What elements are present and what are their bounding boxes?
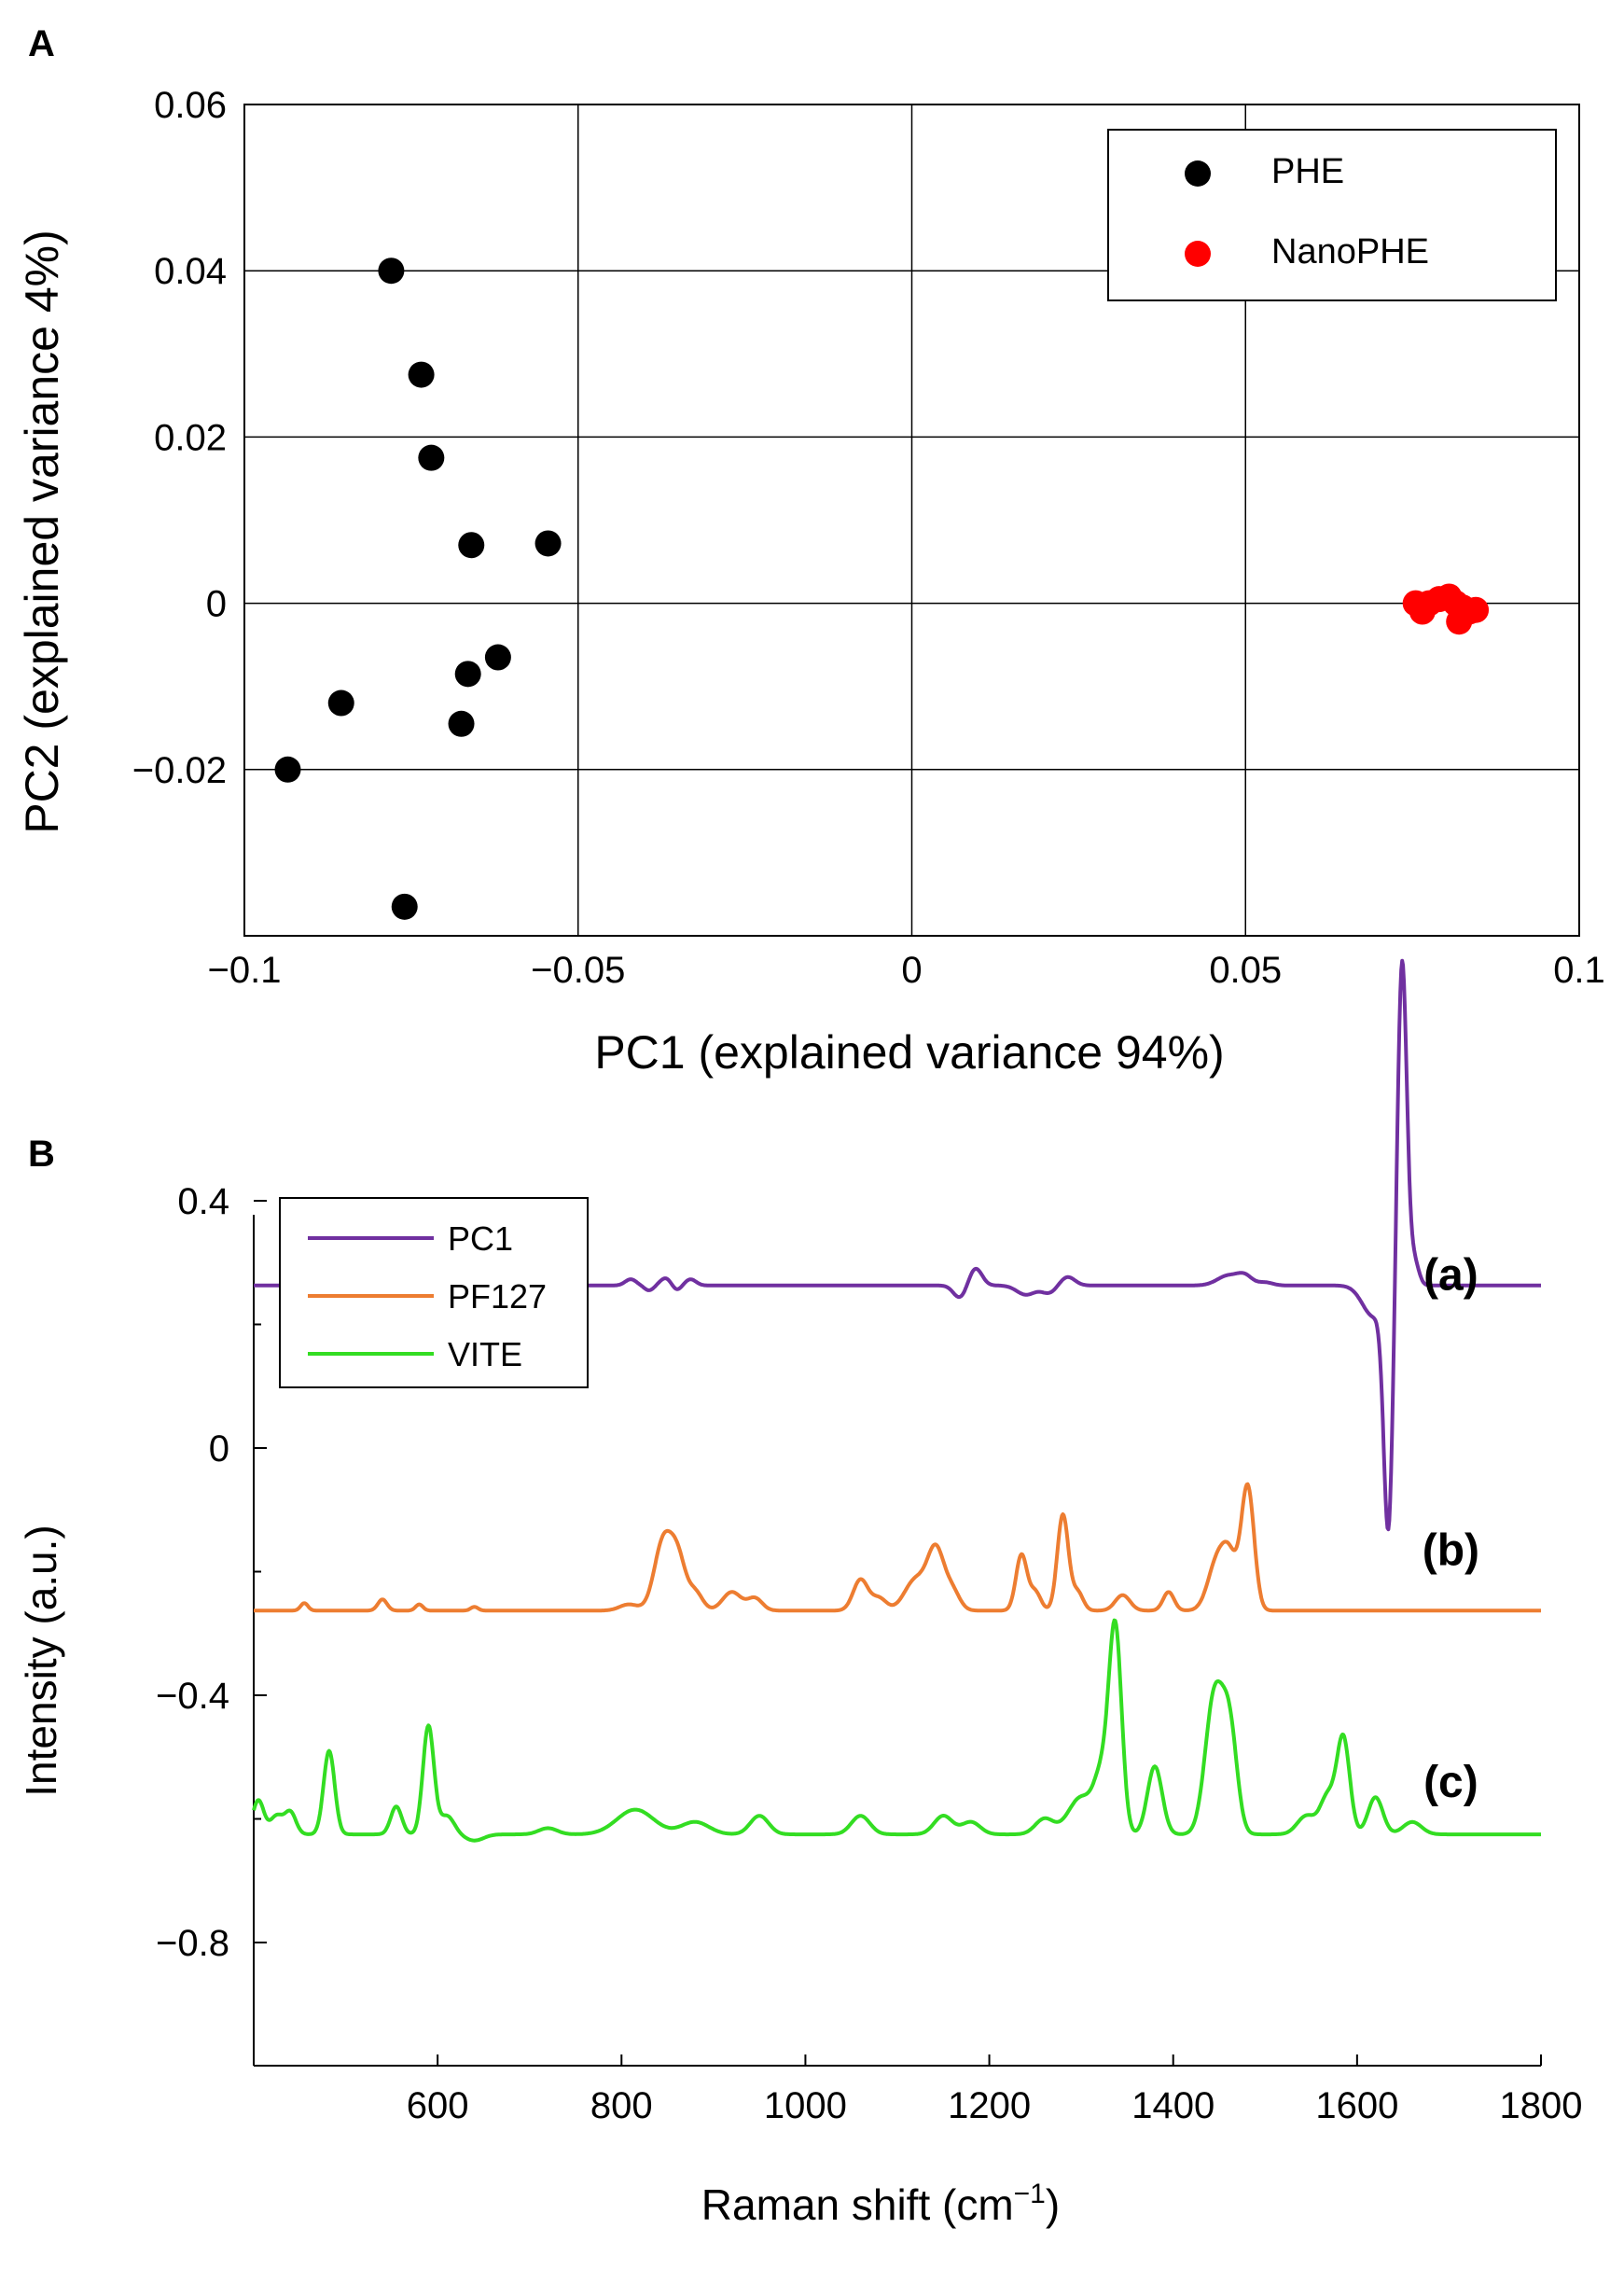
panel-b-y-axis-label: Intensity (a.u.) — [17, 1525, 65, 1796]
phe-point — [418, 444, 445, 471]
phe-point — [378, 258, 405, 285]
y-tick-label: 0 — [206, 584, 227, 625]
x-tick-label: 600 — [407, 2085, 469, 2126]
panel-b-legend-box — [279, 1197, 589, 1388]
phe-point — [327, 689, 354, 717]
phe-point — [484, 644, 511, 671]
panel-a-legend-box — [1107, 129, 1557, 301]
panel-b-x-axis-label: Raman shift (cm−1) — [701, 2179, 1060, 2229]
x-tick-label: 0.1 — [1553, 950, 1605, 991]
panel-a-x-tick-labels: −0.1 −0.05 0 0.05 0.1 — [208, 950, 1605, 991]
phe-point — [274, 756, 301, 783]
phe-point — [534, 530, 562, 557]
panel-b-annotations: (a) (b) (c) — [1423, 1251, 1479, 1807]
panel-b-x-ticks: 600 800 1000 1200 1400 1600 1800 — [407, 2054, 1583, 2126]
panel-a-plot-frame — [243, 104, 1580, 937]
panel-a-legend: PHE NanoPHE — [1107, 129, 1557, 301]
x-tick-label: 0 — [901, 950, 922, 991]
curve-annotation: (b) — [1423, 1525, 1479, 1575]
x-axis-label-main: Raman shift (cm — [701, 2180, 1014, 2229]
legend-label-pc1: PC1 — [448, 1219, 513, 1258]
y-tick-label: −0.8 — [156, 1923, 229, 1964]
panel-a-y-axis-label: PC2 (explained variance 4%) — [16, 230, 68, 834]
panel-a-label: A — [28, 23, 55, 64]
curve-annotation: (c) — [1423, 1758, 1478, 1807]
legend-marker-nanophe — [1185, 241, 1211, 267]
panel-b-legend: PC1 PF127 VITE — [279, 1197, 589, 1388]
x-axis-label-superscript: −1 — [1014, 2179, 1046, 2209]
x-tick-label: −0.1 — [208, 950, 282, 991]
series-line-vite — [252, 1618, 1542, 1843]
y-tick-label: 0.04 — [154, 251, 227, 292]
panel-b-y-ticks: −0.8 −0.4 0 0.4 — [156, 1181, 267, 1964]
x-tick-label: 1200 — [948, 2085, 1031, 2126]
panel-b-series-lines — [252, 958, 1542, 1843]
phe-point — [448, 710, 475, 737]
y-tick-label: −0.4 — [156, 1676, 229, 1717]
x-tick-label: 0.05 — [1209, 950, 1282, 991]
y-tick-label: −0.02 — [132, 750, 227, 791]
panel-a-y-tick-labels: −0.02 0 0.02 0.04 0.06 — [132, 85, 227, 791]
legend-label-nanophe: NanoPHE — [1271, 232, 1429, 272]
x-tick-label: −0.05 — [531, 950, 625, 991]
y-tick-label: 0.06 — [154, 85, 227, 126]
x-tick-label: 1400 — [1131, 2085, 1215, 2126]
legend-label-pf127: PF127 — [448, 1277, 547, 1316]
y-tick-label: 0.4 — [177, 1181, 229, 1222]
legend-label-vite: VITE — [448, 1335, 522, 1373]
phe-point — [458, 532, 485, 559]
curve-annotation: (a) — [1423, 1251, 1478, 1301]
panel-a-x-axis-label: PC1 (explained variance 94%) — [594, 1026, 1224, 1079]
x-tick-label: 1800 — [1500, 2085, 1583, 2126]
phe-point — [408, 361, 435, 388]
panel-b-label: B — [28, 1134, 55, 1175]
legend-marker-phe — [1185, 160, 1211, 187]
y-tick-label: 0.02 — [154, 417, 227, 458]
nanophe-point — [1463, 596, 1490, 623]
panel-b-spectra: B −0.8 −0.4 0 0.4 600 800 1000 1200 1400 1600 180… — [17, 958, 1583, 2229]
x-tick-label: 1600 — [1315, 2085, 1398, 2126]
x-tick-label: 1000 — [764, 2085, 847, 2126]
series-line-pf127 — [253, 1482, 1542, 1613]
panel-a-points — [274, 258, 1490, 920]
x-tick-label: 800 — [590, 2085, 653, 2126]
panel-a-scatter: A −0.1 −0.05 0 0.05 0.1 −0.02 0 0.02 0.04 0.06 P… — [16, 23, 1605, 1079]
x-axis-label-close: ) — [1046, 2180, 1060, 2229]
legend-label-phe: PHE — [1271, 152, 1344, 191]
y-tick-label: 0 — [209, 1428, 229, 1469]
phe-point — [454, 661, 481, 688]
phe-point — [391, 893, 418, 920]
